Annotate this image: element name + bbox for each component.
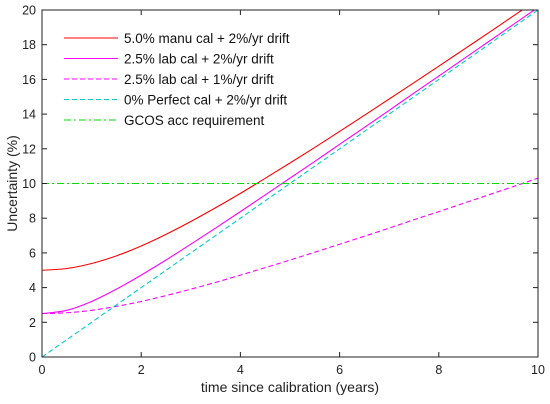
- y-axis-label: Uncertainty (%): [4, 135, 20, 231]
- series-line-1: [42, 10, 524, 271]
- y-tick-label: 8: [29, 212, 36, 226]
- legend-label-4: 0% Perfect cal + 2%/yr drift: [124, 93, 287, 108]
- legend-label-3: 2.5% lab cal + 1%/yr drift: [124, 72, 274, 87]
- y-tick-label: 18: [22, 38, 36, 52]
- x-tick-label: 8: [435, 363, 442, 377]
- y-tick-label: 4: [29, 281, 36, 295]
- x-tick-label: 4: [237, 363, 244, 377]
- y-tick-label: 14: [22, 108, 36, 122]
- y-tick-label: 10: [22, 177, 36, 191]
- x-tick-label: 0: [39, 363, 46, 377]
- legend-label-2: 2.5% lab cal + 2%/yr drift: [124, 52, 274, 67]
- legend-label-1: 5.0% manu cal + 2%/yr drift: [124, 31, 290, 46]
- x-tick-label: 2: [138, 363, 145, 377]
- legend-label-5: GCOS acc requirement: [124, 113, 265, 128]
- y-tick-label: 12: [22, 142, 36, 156]
- y-tick-label: 6: [29, 246, 36, 260]
- y-tick-label: 0: [29, 351, 36, 365]
- series-line-4: [42, 10, 538, 357]
- series-line-2: [42, 10, 536, 315]
- y-tick-label: 2: [29, 316, 36, 330]
- x-axis-label: time since calibration (years): [201, 379, 379, 395]
- series-layer: [42, 10, 538, 357]
- series-line-3: [42, 177, 538, 315]
- y-tick-label: 20: [22, 4, 36, 18]
- ticks-layer: 0 2 4 6 8 10 0 2 4 6 8 10 12 14 16 18 20: [22, 4, 545, 378]
- x-tick-label: 10: [531, 363, 545, 377]
- y-tick-label: 16: [22, 73, 36, 87]
- x-tick-label: 6: [336, 363, 343, 377]
- legend: 5.0% manu cal + 2%/yr drift 2.5% lab cal …: [64, 31, 290, 128]
